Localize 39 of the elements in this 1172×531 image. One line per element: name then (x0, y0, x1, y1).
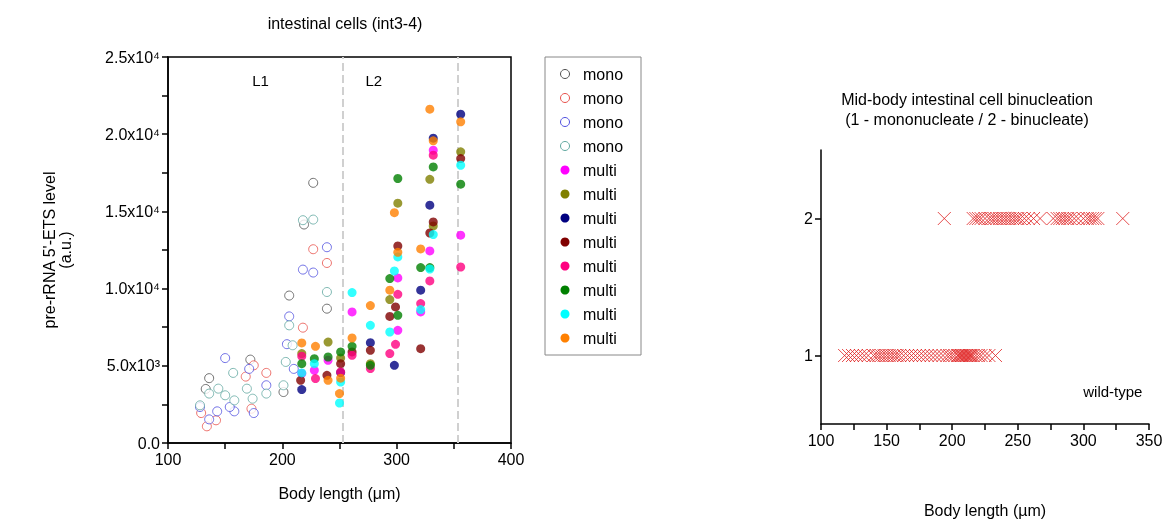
x-tick-label: 200 (938, 431, 966, 449)
y-tick-label: 5.0x10³ (106, 357, 161, 375)
x-tick-label: 300 (383, 450, 411, 468)
annotation: L1 (252, 71, 269, 89)
chart-title: intestinal cells (int3-4) (267, 14, 423, 32)
x-axis-title: Body length (µm) (923, 501, 1047, 519)
y-tick-label: 1.5x10⁴ (105, 202, 161, 220)
legend-label: multi (583, 185, 617, 203)
legend-label: multi (583, 329, 617, 347)
x-tick-label: 100 (154, 450, 182, 468)
x-tick-label: 250 (1004, 431, 1032, 449)
y-tick-label: 0.0 (137, 434, 161, 452)
x-tick-label: 300 (1070, 431, 1097, 449)
chart-subtitle: (1 - mononucleate / 2 - binucleate) (845, 110, 1089, 128)
legend-label: multi (583, 305, 617, 323)
x-tick-label: 200 (268, 450, 296, 468)
legend-label: multi (583, 161, 617, 179)
legend-label: mono (583, 113, 624, 131)
y-tick-label: 2.0x10⁴ (105, 125, 161, 143)
x-tick-label: 350 (1135, 431, 1163, 449)
x-tick-label: 400 (497, 450, 525, 468)
x-tick-label: 150 (873, 431, 901, 449)
x-axis-title: Body length (μm) (278, 484, 401, 502)
legend-label: mono (583, 65, 624, 83)
legend-label: multi (583, 257, 617, 275)
x-tick-label: 100 (807, 431, 835, 449)
y-tick-label: 2.5x10⁴ (105, 48, 161, 66)
y-tick-label: 1 (804, 347, 814, 364)
legend-label: multi (583, 233, 617, 251)
legend-label: multi (583, 209, 617, 227)
y-tick-label: 2 (804, 210, 814, 227)
y-tick-label: 1.0x10⁴ (105, 280, 161, 298)
y-axis-title: pre-rRNA 5'-ETS level (a.u.) (40, 171, 74, 329)
legend-label: mono (583, 89, 624, 107)
annotation: L2 (365, 71, 383, 89)
chart-title: Mid-body intestinal cell binucleation (841, 90, 1093, 108)
legend-label: mono (583, 137, 624, 155)
annotation: wild-type (1082, 382, 1143, 400)
legend-label: multi (583, 281, 617, 299)
